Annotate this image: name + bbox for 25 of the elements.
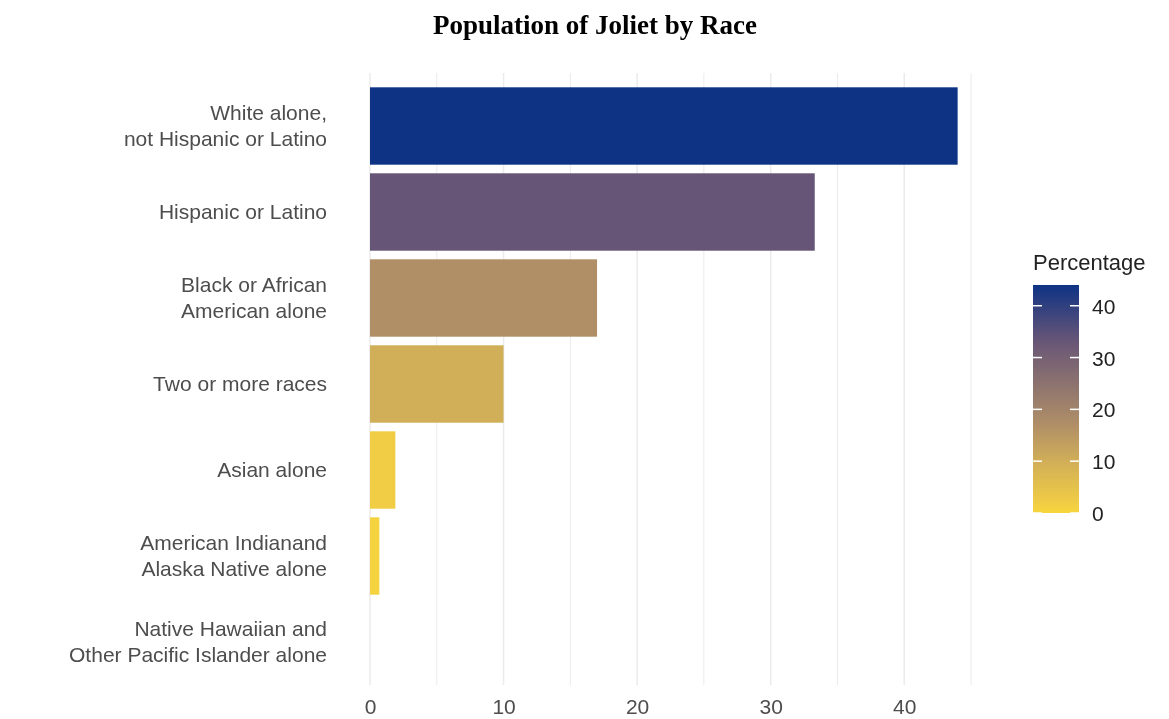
bar: [370, 259, 598, 337]
y-tick-label: American Indianand Alaska Native alone: [140, 531, 327, 580]
y-tick-label: White alone, not Hispanic or Latino: [123, 101, 327, 150]
x-tick-label: 30: [759, 694, 783, 718]
bar: [370, 87, 958, 165]
x-tick-label: 0: [364, 694, 377, 718]
color-bar-label: 30: [1092, 346, 1116, 370]
bar: [370, 345, 504, 423]
bar: [370, 173, 815, 251]
color-bar-label: 40: [1092, 294, 1116, 318]
x-tick-label: 20: [625, 694, 650, 718]
color-bar-label: 10: [1092, 450, 1116, 474]
y-tick-label: Two or more races: [153, 372, 327, 395]
x-tick-label: 10: [492, 694, 516, 718]
color-bar-label: 20: [1092, 398, 1116, 422]
bar: [370, 517, 380, 595]
color-bar-label: 0: [1092, 502, 1104, 525]
x-tick-label: 40: [893, 694, 917, 718]
y-tick-label: Black or African American alone: [181, 273, 327, 322]
bar: [370, 431, 396, 509]
y-tick-label: Native Hawaiian and Other Pacific Islander alone: [69, 617, 327, 666]
y-tick-label: Hispanic or Latino: [158, 200, 327, 223]
chart-title: Population of Joliet by Race: [433, 10, 757, 40]
color-bar-title: Percentage: [1033, 250, 1146, 275]
y-tick-label: Asian alone: [217, 458, 327, 481]
